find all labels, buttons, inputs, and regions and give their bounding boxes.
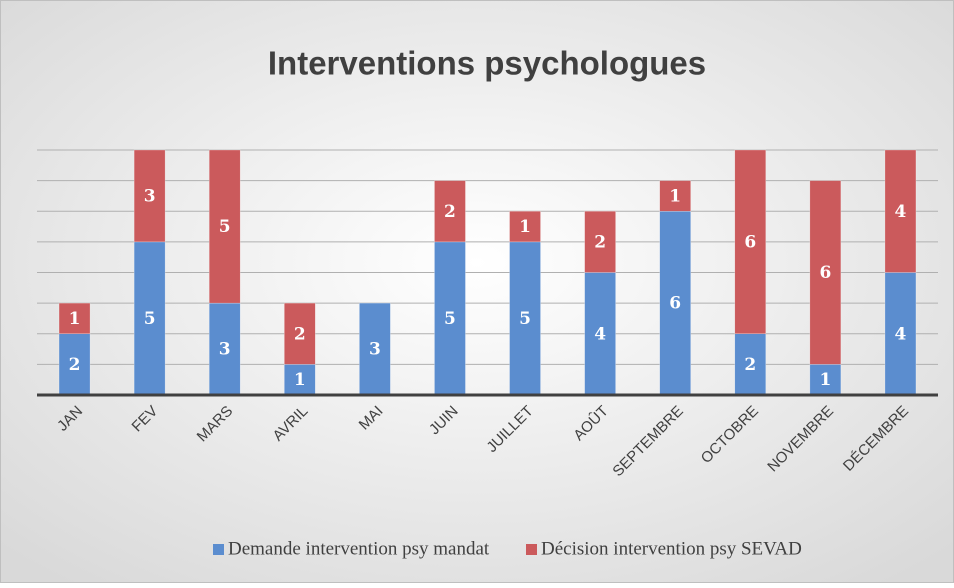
data-label: 3	[369, 340, 381, 360]
bar-segment	[284, 302, 316, 365]
bar-segment	[809, 180, 842, 365]
data-label: 3	[144, 186, 156, 206]
data-label: 3	[219, 340, 231, 360]
bar-segment	[434, 180, 466, 243]
legend-swatch	[526, 544, 537, 555]
chart-title: Interventions psychologues	[268, 45, 706, 82]
data-label: 6	[744, 232, 756, 252]
data-label: 5	[144, 309, 156, 329]
bar-segment	[509, 211, 541, 243]
data-label: 6	[669, 294, 681, 314]
data-label: 6	[819, 263, 831, 283]
bar-segment	[884, 149, 917, 273]
bar-segment	[133, 241, 166, 396]
bar-segment	[734, 149, 767, 334]
bar-segment	[659, 180, 691, 212]
legend-label: Décision intervention psy SEVAD	[541, 538, 802, 559]
data-label: 2	[594, 232, 606, 252]
data-label: 2	[444, 202, 456, 222]
legend: Demande intervention psy mandat Décision …	[213, 538, 802, 559]
data-label: 2	[744, 355, 756, 375]
data-label: 4	[594, 324, 606, 344]
data-label: 2	[294, 324, 306, 344]
data-label: 5	[444, 309, 456, 329]
data-label: 1	[294, 370, 306, 390]
bar-segment	[58, 333, 91, 396]
bar-segment	[584, 211, 616, 273]
data-label: 4	[895, 202, 907, 222]
bar-segment	[509, 241, 541, 396]
data-label: 5	[219, 217, 231, 237]
data-label: 1	[519, 217, 531, 237]
data-label: 1	[819, 370, 831, 390]
data-label: 1	[669, 186, 681, 206]
bar-segment	[58, 302, 91, 334]
legend-swatch	[213, 544, 224, 555]
legend-label: Demande intervention psy mandat	[228, 538, 490, 559]
bar-segment	[208, 149, 241, 304]
bar-segment	[734, 333, 767, 396]
data-label: 1	[69, 309, 81, 329]
bar-segment	[584, 272, 616, 396]
data-label: 4	[895, 324, 907, 344]
bar-segment	[884, 272, 917, 396]
bar-segment	[659, 211, 691, 396]
data-label: 5	[519, 309, 531, 329]
bar-segment	[434, 241, 466, 396]
data-label: 2	[69, 355, 81, 375]
bar-segment	[133, 149, 166, 243]
